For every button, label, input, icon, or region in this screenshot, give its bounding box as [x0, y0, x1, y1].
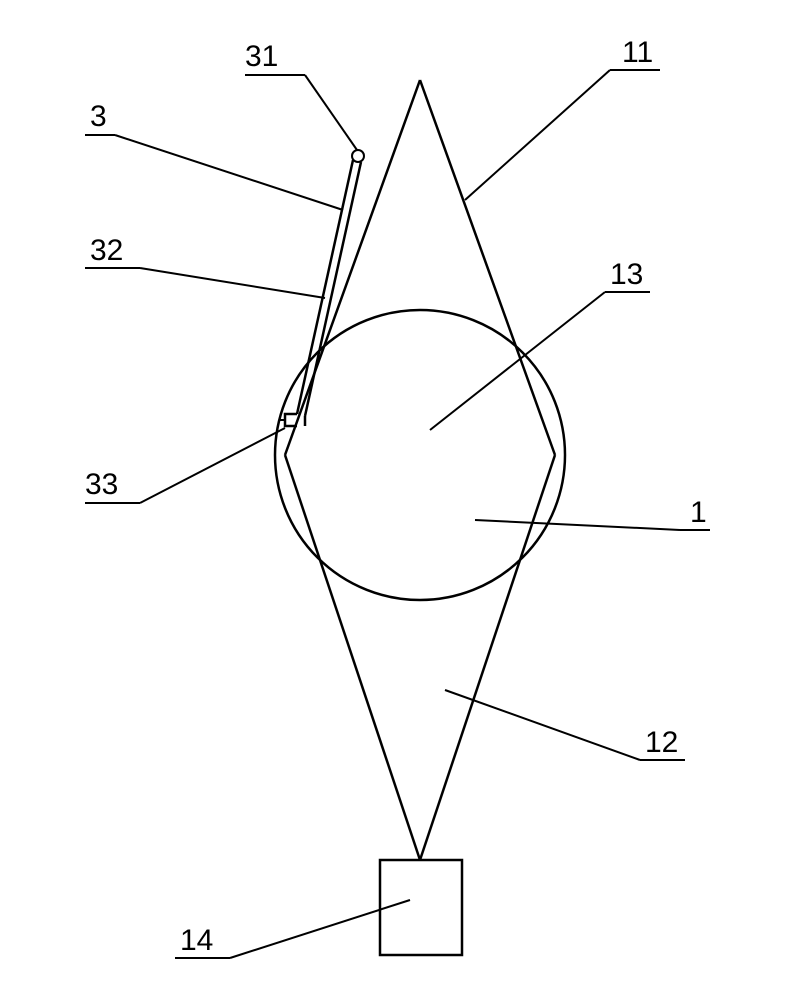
leader-lines — [85, 70, 710, 958]
label-12: 12 — [645, 726, 678, 760]
rhombus-shape — [285, 80, 555, 860]
leader-32 — [140, 268, 325, 298]
leader-13 — [430, 292, 605, 430]
label-11: 11 — [622, 36, 653, 70]
leader-1 — [475, 520, 680, 530]
label-13: 13 — [610, 258, 643, 292]
rhombus-bottom-left — [285, 455, 420, 860]
technical-diagram — [0, 0, 807, 1000]
label-3: 3 — [90, 100, 107, 134]
label-1: 1 — [690, 496, 707, 530]
leader-14 — [230, 900, 410, 958]
leader-11 — [465, 70, 610, 200]
label-32: 32 — [90, 234, 123, 268]
label-31: 31 — [245, 40, 278, 74]
leader-3 — [115, 135, 343, 210]
label-33: 33 — [85, 468, 118, 502]
leader-31 — [305, 75, 357, 150]
leader-33 — [140, 428, 285, 503]
bottom-rectangle — [380, 860, 462, 955]
leader-12 — [445, 690, 640, 760]
label-14: 14 — [180, 924, 213, 958]
rhombus-right-bottom — [420, 455, 555, 860]
rhombus-left-top — [285, 80, 420, 455]
